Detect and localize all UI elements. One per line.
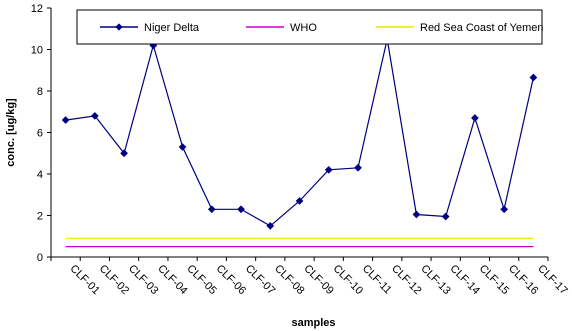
x-tick-label: CLF-16 [506, 263, 540, 297]
x-tick-label: CLF-04 [155, 263, 189, 297]
data-point [178, 143, 187, 151]
x-tick-label: CLF-10 [331, 263, 365, 297]
data-point [295, 197, 304, 205]
legend-box [76, 9, 543, 45]
data-point [500, 205, 509, 214]
data-point [470, 114, 479, 122]
data-point [266, 221, 275, 230]
legend-marker [115, 23, 123, 31]
x-tick-label: CLF-01 [67, 263, 101, 297]
y-axis-title: conc. [ug/kg] [5, 98, 17, 167]
legend-label: Red Sea Coast of Yemen [420, 22, 544, 34]
x-tick-label: CLF-03 [126, 263, 160, 297]
y-tick-label: 6 [37, 128, 43, 140]
x-tick-label: CLF-07 [243, 263, 277, 297]
x-tick-label: CLF-14 [448, 263, 482, 297]
legend-label: Niger Delta [144, 22, 200, 34]
series-layer [61, 35, 538, 248]
x-tick-label: CLF-05 [184, 263, 218, 297]
x-tick-label: CLF-02 [97, 263, 131, 297]
y-tick-label: 4 [37, 169, 43, 181]
x-tick-label: CLF-08 [272, 263, 306, 297]
y-tick-label: 12 [31, 3, 43, 15]
data-point [90, 111, 99, 120]
x-tick-label: CLF-15 [477, 263, 511, 297]
y-tick-label: 0 [37, 252, 43, 264]
legend-label: WHO [290, 22, 317, 34]
data-point [120, 149, 129, 158]
y-tick-label: 8 [37, 86, 43, 98]
x-tick-label: CLF-06 [214, 263, 248, 297]
data-point [529, 73, 538, 82]
legend: Niger Delta WHO Red Sea Coast of Yemen [76, 9, 544, 45]
y-tick-label: 2 [37, 211, 43, 223]
plot-area: 024681012CLF-01CLF-02CLF-03CLF-04CLF-05C… [31, 3, 570, 297]
y-tick-label: 10 [31, 45, 43, 57]
data-point [324, 165, 333, 174]
x-tick-label: CLF-13 [418, 263, 452, 297]
data-point [237, 205, 245, 214]
x-tick-label: CLF-11 [360, 263, 394, 297]
data-point [354, 163, 362, 172]
data-point [412, 210, 421, 219]
x-axis-title: samples [291, 317, 335, 329]
x-tick-label: CLF-12 [389, 263, 423, 297]
x-tick-label: CLF-09 [301, 263, 335, 297]
data-point [61, 116, 70, 125]
data-point [207, 205, 216, 214]
data-point [441, 212, 450, 221]
x-tick-label: CLF-17 [535, 263, 569, 297]
